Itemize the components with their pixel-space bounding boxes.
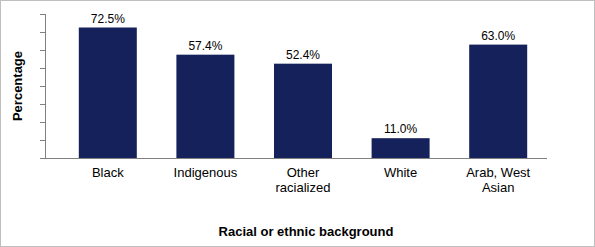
- y-tick: [40, 86, 45, 87]
- y-tick: [40, 14, 45, 15]
- x-tick-label-line: Other: [287, 165, 320, 180]
- x-tick-label-line: Indigenous: [174, 165, 238, 180]
- y-tick: [40, 122, 45, 123]
- x-tick-label-line: White: [384, 165, 417, 180]
- x-tick-label-line: Arab, West: [466, 165, 530, 180]
- y-axis-title: Percentage: [10, 51, 25, 121]
- data-label: 57.4%: [188, 39, 222, 53]
- x-axis: [45, 158, 547, 159]
- y-tick: [40, 158, 45, 159]
- y-tick: [40, 32, 45, 33]
- bar: [79, 28, 137, 159]
- x-axis-title: Racial or ethnic background: [219, 224, 394, 239]
- x-tick-label: Otherracialized: [276, 165, 331, 195]
- data-label: 52.4%: [286, 48, 320, 62]
- x-tick-label: White: [384, 165, 417, 180]
- y-tick: [40, 68, 45, 69]
- x-tick-label-line: racialized: [276, 180, 331, 195]
- bar: [176, 55, 234, 158]
- y-tick: [40, 140, 45, 141]
- y-axis: [45, 14, 46, 158]
- x-tick-label: Black: [92, 165, 124, 180]
- bar: [274, 64, 332, 158]
- bar: [372, 138, 430, 158]
- x-tick-label-line: Black: [92, 165, 124, 180]
- data-label: 63.0%: [481, 29, 515, 43]
- chart: 72.5% 57.4% 52.4% 11.0% 63.0% Black Indigenous…: [0, 0, 595, 247]
- x-tick-label-line: Asian: [482, 180, 515, 195]
- y-tick: [40, 50, 45, 51]
- data-label: 72.5%: [91, 12, 125, 26]
- data-label: 11.0%: [384, 122, 417, 136]
- x-tick-label: Arab, WestAsian: [466, 165, 530, 195]
- bar: [469, 45, 527, 158]
- bars: [79, 28, 527, 159]
- y-tick: [40, 104, 45, 105]
- x-tick-label: Indigenous: [174, 165, 238, 180]
- frame: [1, 1, 595, 247]
